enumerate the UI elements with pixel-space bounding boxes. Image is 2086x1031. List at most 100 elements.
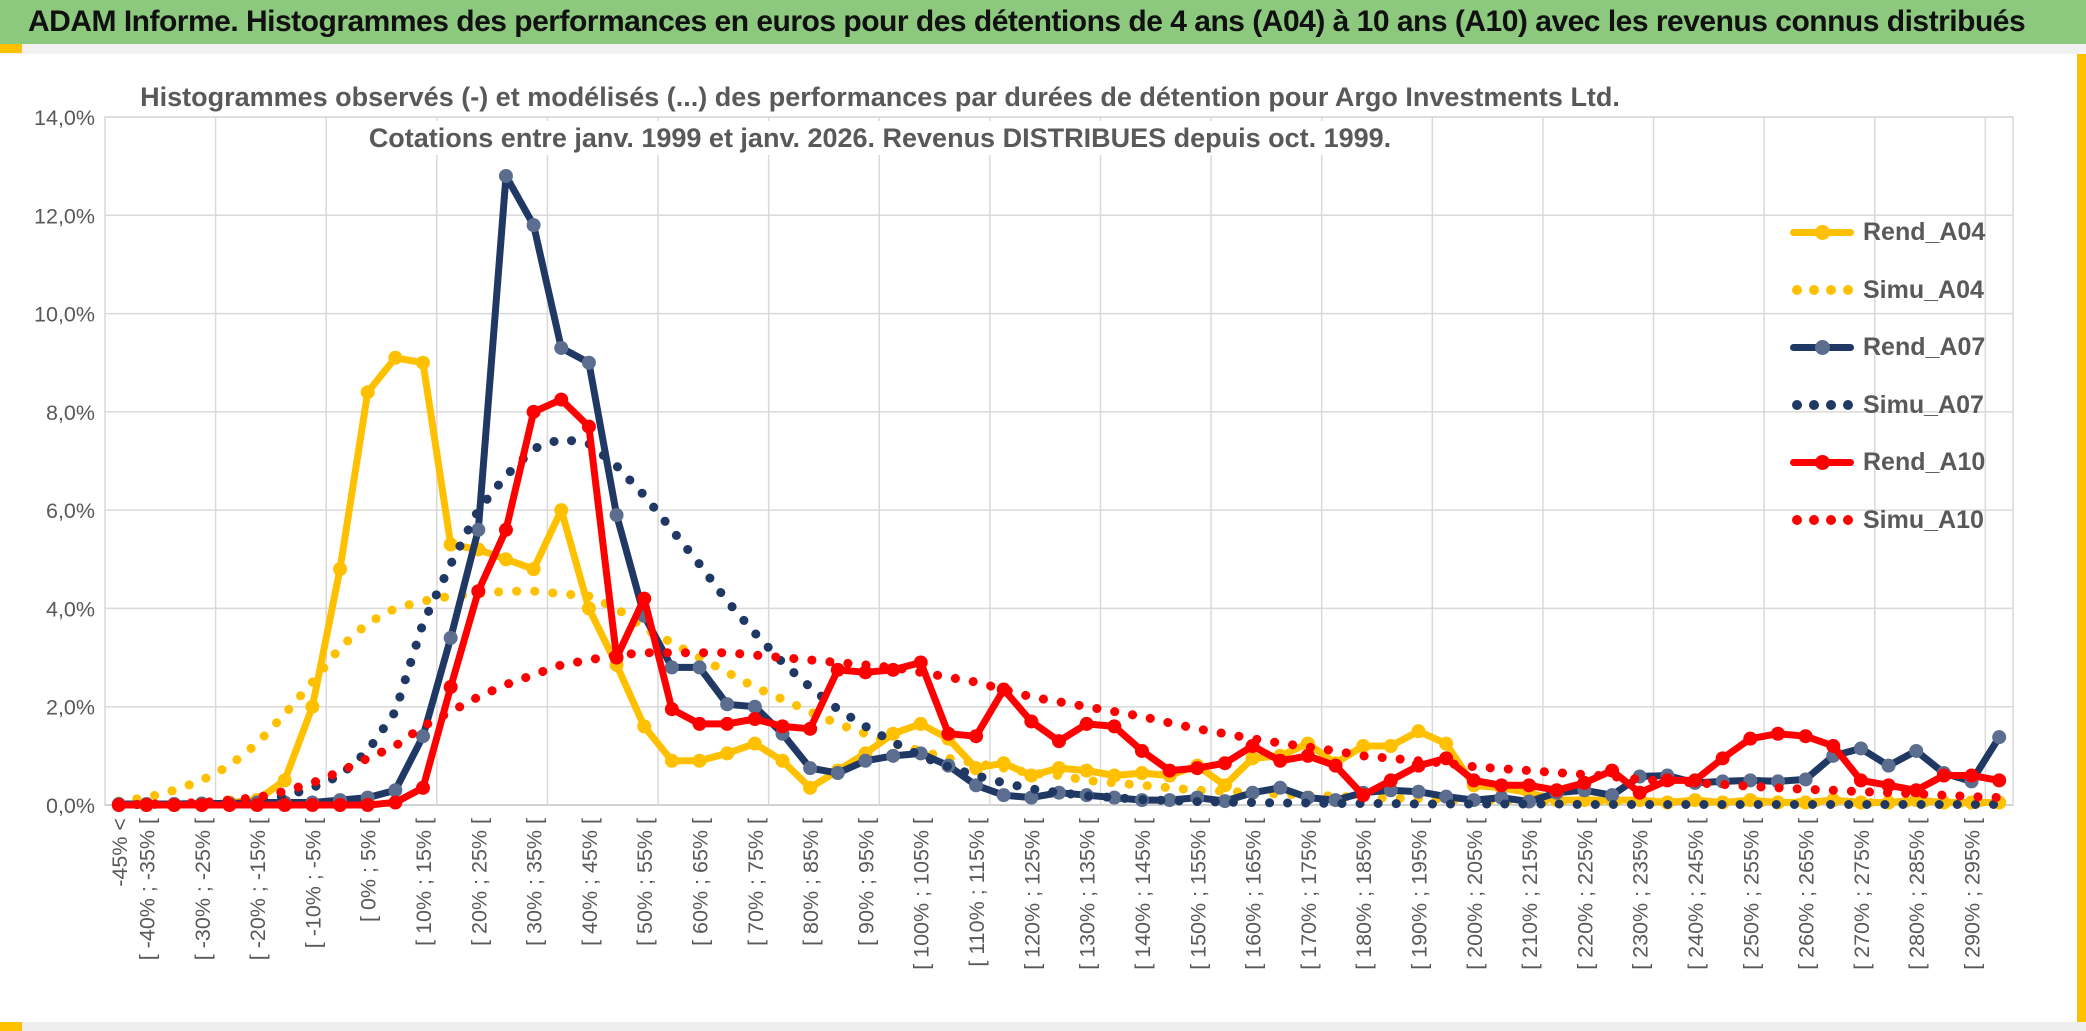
x-axis-label: [ 190% ; 195% [ xyxy=(1407,818,1431,970)
series-marker-rend_a10 xyxy=(913,655,928,670)
series-marker-rend_a04 xyxy=(775,753,790,768)
series-marker-rend_a07 xyxy=(886,748,901,763)
gold-accent-top-left xyxy=(0,44,22,53)
series-marker-rend_a07 xyxy=(1881,758,1896,773)
series-marker-rend_a10 xyxy=(1770,726,1785,741)
series-marker-rend_a10 xyxy=(1881,778,1896,793)
y-axis-label: 2,0% xyxy=(46,696,95,720)
series-marker-rend_a07 xyxy=(581,355,596,370)
series-marker-rend_a10 xyxy=(1936,768,1951,783)
series-marker-rend_a04 xyxy=(581,601,596,616)
series-marker-rend_a07 xyxy=(1383,783,1398,798)
series-marker-rend_a10 xyxy=(692,716,707,731)
series-marker-rend_a10 xyxy=(1273,753,1288,768)
legend-label: Simu_A10 xyxy=(1863,505,1984,534)
x-axis-label: [ 170% ; 175% [ xyxy=(1297,818,1321,970)
series-marker-rend_a04 xyxy=(1134,766,1149,781)
series-line-simu_a07 xyxy=(114,434,2004,810)
x-axis-label: [ 50% ; 55% [ xyxy=(633,818,657,946)
legend-item-simu_a04[interactable]: Simu_A04 xyxy=(1790,262,1985,320)
gold-accent-right-edge xyxy=(2077,54,2086,1022)
series-marker-rend_a10 xyxy=(1577,775,1592,790)
series-marker-rend_a04 xyxy=(498,552,513,567)
legend-item-rend_a04[interactable]: Rend_A04 xyxy=(1790,204,1985,262)
series-marker-rend_a10 xyxy=(1356,788,1371,803)
x-axis-label: [ 30% ; 35% [ xyxy=(523,818,547,946)
legend-label: Rend_A07 xyxy=(1863,333,1986,362)
x-axis-label: [ 90% ; 95% [ xyxy=(854,818,878,946)
series-marker-rend_a04 xyxy=(1024,768,1039,783)
series-marker-rend_a04 xyxy=(526,562,541,577)
series-marker-rend_a10 xyxy=(1992,773,2007,788)
chart-title-line1: Histogrammes observés (-) et modélisés (… xyxy=(126,80,1634,114)
series-marker-rend_a07 xyxy=(1245,785,1260,800)
series-marker-rend_a10 xyxy=(305,798,320,812)
series-marker-rend_a10 xyxy=(554,392,569,407)
series-marker-rend_a10 xyxy=(941,726,956,741)
series-marker-rend_a10 xyxy=(1162,763,1177,778)
legend-item-simu_a07[interactable]: Simu_A07 xyxy=(1790,377,1985,435)
legend-solid-line-icon xyxy=(1790,455,1854,471)
series-marker-rend_a10 xyxy=(747,712,762,726)
x-axis-label: [ 140% ; 145% [ xyxy=(1131,818,1155,970)
x-axis-label: [ 0% ; 5% [ xyxy=(357,818,381,922)
series-marker-rend_a07 xyxy=(1909,743,1924,758)
x-axis-label: [ 70% ; 75% [ xyxy=(744,818,768,946)
series-marker-rend_a07 xyxy=(443,630,458,645)
series-marker-rend_a10 xyxy=(1715,751,1730,766)
series-marker-rend_a10 xyxy=(443,680,458,695)
series-marker-rend_a10 xyxy=(1439,751,1454,766)
series-marker-rend_a07 xyxy=(692,660,707,675)
series-marker-rend_a10 xyxy=(471,584,486,599)
series-marker-rend_a10 xyxy=(360,798,375,812)
series-marker-rend_a04 xyxy=(1079,763,1094,778)
series-marker-rend_a10 xyxy=(664,702,679,717)
series-marker-rend_a04 xyxy=(803,780,818,795)
bottom-scroll-strip[interactable] xyxy=(0,1022,2086,1031)
x-axis-label: [ 240% ; 245% [ xyxy=(1684,818,1708,970)
legend-item-rend_a07[interactable]: Rend_A07 xyxy=(1790,319,1985,377)
series-marker-rend_a10 xyxy=(1522,778,1537,793)
series-marker-rend_a04 xyxy=(360,385,375,400)
legend-label: Simu_A07 xyxy=(1863,390,1984,419)
x-axis-label: [ 120% ; 125% [ xyxy=(1020,818,1044,970)
series-marker-rend_a04 xyxy=(277,773,292,788)
series-marker-rend_a04 xyxy=(913,716,928,731)
x-axis-label: [ 290% ; 295% [ xyxy=(1961,818,1985,970)
series-marker-rend_a07 xyxy=(1107,790,1122,805)
legend-item-simu_a10[interactable]: Simu_A10 xyxy=(1790,492,1985,550)
series-marker-rend_a10 xyxy=(969,729,984,744)
series-marker-rend_a10 xyxy=(1107,719,1122,734)
series-marker-rend_a04 xyxy=(969,761,984,776)
x-axis-label: [ -40% ; -35% [ xyxy=(135,818,159,960)
x-axis-label: [ 230% ; 235% [ xyxy=(1629,818,1653,970)
x-axis-label: [ 110% ; 115% [ xyxy=(965,818,989,967)
series-marker-rend_a07 xyxy=(720,697,735,712)
series-marker-rend_a10 xyxy=(1052,734,1066,749)
series-marker-rend_a10 xyxy=(1134,743,1149,758)
x-axis-label: [ 270% ; 275% [ xyxy=(1850,818,1874,970)
series-marker-rend_a10 xyxy=(1024,714,1039,729)
series-marker-rend_a04 xyxy=(1411,724,1426,739)
series-marker-rend_a10 xyxy=(1217,756,1232,771)
y-axis-label: 10,0% xyxy=(34,303,95,327)
series-marker-rend_a10 xyxy=(830,662,845,677)
chart-legend: Rend_A04 Simu_A04 Rend_A07 Simu_A07 Rend_A10… xyxy=(1790,204,1985,549)
legend-item-rend_a10[interactable]: Rend_A10 xyxy=(1790,434,1985,492)
series-marker-rend_a10 xyxy=(250,798,265,812)
series-marker-rend_a10 xyxy=(886,662,901,677)
series-marker-rend_a07 xyxy=(996,788,1011,803)
legend-solid-line-icon xyxy=(1790,340,1854,356)
series-marker-rend_a04 xyxy=(305,699,320,714)
series-marker-rend_a04 xyxy=(720,746,735,761)
legend-dotted-line-icon xyxy=(1790,285,1854,296)
y-axis-label: 14,0% xyxy=(34,106,95,130)
series-marker-rend_a04 xyxy=(554,503,569,518)
series-marker-rend_a10 xyxy=(1079,716,1094,731)
x-axis-label: [ -20% ; -15% [ xyxy=(246,818,270,960)
series-marker-rend_a10 xyxy=(1466,773,1481,788)
series-marker-rend_a04 xyxy=(388,350,403,365)
series-marker-rend_a04 xyxy=(416,355,430,370)
series-marker-rend_a07 xyxy=(416,729,430,744)
